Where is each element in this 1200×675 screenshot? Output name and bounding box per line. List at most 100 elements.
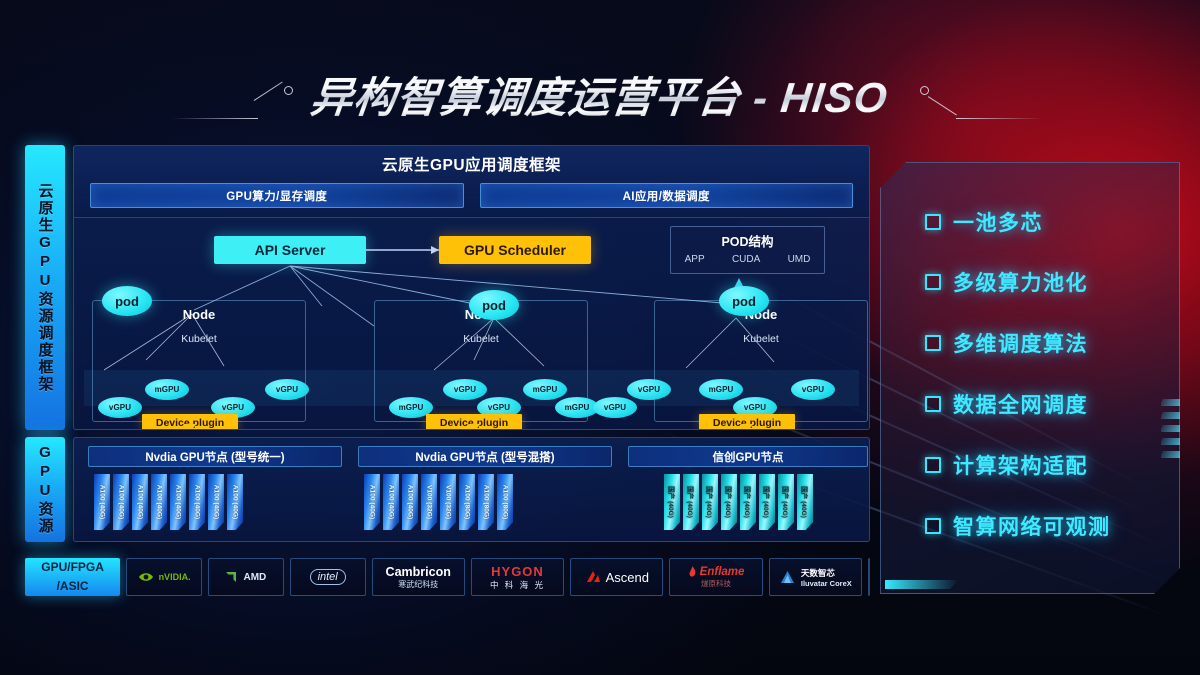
gpu-card[interactable]: 国产 (40G): [683, 474, 699, 530]
feature-item[interactable]: 多维调度算法: [925, 328, 1088, 358]
nvidia-eye-icon: [138, 573, 153, 581]
gpu-card[interactable]: 国产 (40G): [797, 474, 813, 530]
gpu-card-label: A100 (80G): [463, 484, 471, 520]
vendor-logo-ascend[interactable]: Ascend: [570, 558, 664, 596]
gpu-node[interactable]: vGPU: [627, 379, 671, 400]
gpu-card[interactable]: 国产 (40G): [759, 474, 775, 530]
gpu-card[interactable]: V100 (32G): [421, 474, 437, 530]
gpu-card-label: 国产 (40G): [781, 486, 788, 518]
vendor-label: HYGON: [491, 563, 544, 579]
gpu-node[interactable]: vGPU: [98, 397, 142, 418]
flame-icon: [689, 565, 695, 577]
feature-item[interactable]: 多级算力池化: [925, 267, 1088, 297]
gpu-node[interactable]: vGPU: [791, 379, 835, 400]
gpu-node[interactable]: vGPU: [477, 397, 521, 418]
gpu-node[interactable]: mGPU: [555, 397, 599, 418]
gpu-card[interactable]: V100 (32G): [440, 474, 456, 530]
pod-structure-title: POD结构: [721, 235, 774, 249]
gpu-node[interactable]: mGPU: [699, 379, 743, 400]
feature-item[interactable]: 智算网络可观测: [925, 511, 1111, 541]
gpu-card[interactable]: A100 (80G): [497, 474, 513, 530]
sidebar-tab-framework[interactable]: 云原生GPU资源调度框架: [25, 145, 65, 430]
gpu-card-label: 国产 (40G): [705, 486, 712, 518]
gpu-card-label: 国产 (40G): [667, 486, 674, 518]
framework-bar-compute[interactable]: GPU算力/显存调度: [90, 183, 464, 208]
gpu-node[interactable]: vGPU: [265, 379, 309, 400]
pod-bubble[interactable]: pod: [719, 286, 769, 316]
gpu-card-label: A100 (40G): [368, 484, 376, 520]
node-box: Node Kubelet vGPU mGPU vGPU vGPU: [92, 300, 309, 422]
sidebar-tab-gpu-resource[interactable]: GPU资源: [25, 437, 65, 542]
checkbox-icon: [925, 518, 941, 534]
pod-bubble[interactable]: pod: [469, 290, 519, 320]
gpu-card[interactable]: A100 (40G): [94, 474, 110, 530]
gpu-card[interactable]: A100 (40G): [113, 474, 129, 530]
vendor-label: intel: [309, 569, 346, 585]
gpu-card[interactable]: 国产 (40G): [778, 474, 794, 530]
gpu-card-label: V100 (32G): [425, 484, 433, 520]
vendor-more[interactable]: ······: [867, 558, 870, 596]
gpu-node[interactable]: vGPU: [593, 397, 637, 418]
device-plugin-button[interactable]: Device plugin: [142, 414, 238, 429]
gpu-node[interactable]: vGPU: [211, 397, 255, 418]
gpu-node[interactable]: mGPU: [145, 379, 189, 400]
gpu-card-strip: A100 (40G) A100 (40G) A100 (40G) A100 (4…: [88, 474, 342, 530]
feature-item[interactable]: 一池多芯: [925, 207, 1043, 237]
vendor-logo-nvidia[interactable]: nVIDIA.: [126, 558, 202, 596]
amd-arrow-icon: [226, 572, 237, 582]
gpu-card[interactable]: 国产 (40G): [721, 474, 737, 530]
gpu-card-label: A100 (80G): [482, 484, 490, 520]
gpu-resource-block: Nvdia GPU节点 (型号统一) A100 (40G) A100 (40G)…: [73, 437, 870, 542]
gpu-node[interactable]: vGPU: [733, 397, 777, 418]
sidebar-tab-gpu-resource-label: GPU资源: [36, 444, 54, 535]
pod-struct-item-app: APP: [684, 254, 705, 265]
gpu-group-title: Nvdia GPU节点 (型号统一): [88, 446, 342, 467]
vendor-logo-enflame[interactable]: Enflame 燧原科技: [669, 558, 763, 596]
pod-structure-box: POD结构 APP CUDA UMD: [670, 226, 825, 274]
gpu-group: Nvdia GPU节点 (型号混搭) A100 (40G) A100 (40G)…: [358, 446, 612, 534]
gpu-card[interactable]: 国产 (40G): [664, 474, 680, 530]
framework-body: API Server GPU Scheduler: [74, 218, 869, 429]
vendor-category-line1: GPU/FPGA: [41, 559, 104, 574]
device-plugin-button[interactable]: Device plugin: [699, 414, 795, 429]
gpu-card[interactable]: A100 (80G): [478, 474, 494, 530]
gpu-card[interactable]: 国产 (40G): [740, 474, 756, 530]
vendor-logo-amd[interactable]: AMD: [207, 558, 284, 596]
gpu-card[interactable]: 国产 (40G): [702, 474, 718, 530]
gpu-card[interactable]: A100 (40G): [227, 474, 243, 530]
framework-bar-row: GPU算力/显存调度 AI应用/数据调度: [74, 175, 869, 208]
architecture-diagram: 云原生GPU资源调度框架 GPU资源 云原生GPU应用调度框架 GPU算力/显存…: [25, 145, 870, 600]
gpu-scheduler-box[interactable]: GPU Scheduler: [439, 236, 591, 264]
pod-struct-item-umd: UMD: [787, 254, 811, 265]
gpu-card-label: A100 (40G): [136, 484, 144, 520]
checkbox-icon: [925, 335, 941, 351]
gpu-group-title: Nvdia GPU节点 (型号混搭): [358, 446, 612, 467]
gpu-card[interactable]: A100 (40G): [170, 474, 186, 530]
gpu-node[interactable]: mGPU: [389, 397, 433, 418]
feature-item[interactable]: 计算架构适配: [925, 450, 1088, 480]
api-server-box[interactable]: API Server: [214, 236, 366, 264]
feature-item[interactable]: 数据全网调度: [925, 389, 1088, 419]
vendor-sublabel: 寒武纪科技: [398, 579, 439, 589]
feature-label: 多级算力池化: [953, 272, 1088, 295]
gpu-node[interactable]: vGPU: [443, 379, 487, 400]
gpu-card[interactable]: A100 (40G): [151, 474, 167, 530]
vendor-logo-cambricon[interactable]: Cambricon 寒武纪科技: [371, 558, 465, 596]
framework-header: 云原生GPU应用调度框架 GPU算力/显存调度 AI应用/数据调度: [74, 146, 869, 218]
gpu-card[interactable]: A100 (40G): [364, 474, 380, 530]
vendor-logo-hygon[interactable]: HYGON 中 科 海 光: [470, 558, 565, 596]
gpu-card[interactable]: A100 (80G): [459, 474, 475, 530]
device-plugin-arrow-icon: [184, 424, 196, 429]
gpu-card[interactable]: A100 (40G): [383, 474, 399, 530]
gpu-card[interactable]: A100 (40G): [402, 474, 418, 530]
vendor-logo-intel[interactable]: intel: [289, 558, 366, 596]
framework-bar-ai[interactable]: AI应用/数据调度: [479, 183, 853, 208]
gpu-node[interactable]: mGPU: [523, 379, 567, 400]
gpu-card[interactable]: A100 (40G): [132, 474, 148, 530]
pod-bubble[interactable]: pod: [102, 286, 152, 316]
gpu-card[interactable]: A100 (40G): [208, 474, 224, 530]
page-title: 异构智算调度运营平台 - HISO: [308, 64, 891, 125]
device-plugin-button[interactable]: Device plugin: [426, 414, 522, 429]
vendor-logo-iluvatar[interactable]: 天数智芯 Iluvatar CoreX: [768, 558, 862, 596]
gpu-card[interactable]: A100 (40G): [189, 474, 205, 530]
